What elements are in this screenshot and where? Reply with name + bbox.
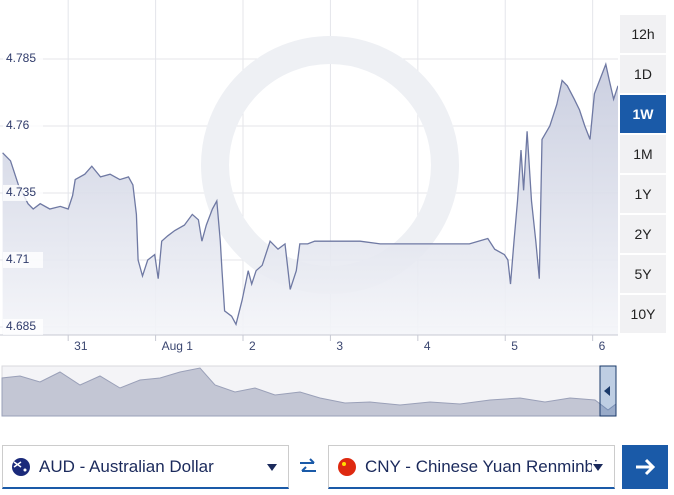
y-tick-label: 4.735 [6, 185, 36, 199]
y-tick-label-bg [3, 117, 43, 134]
rate-line [2, 62, 618, 327]
chart: 31 Aug 1 2 3 4 5 6 4.685 4.71 4.735 4.76 4.785 [0, 0, 618, 417]
y-tick-label: 4.71 [6, 252, 30, 266]
range-button[interactable]: 12h [620, 15, 666, 53]
dropdown-arrow [267, 463, 277, 471]
dropdown-arrow [592, 461, 604, 472]
range-button[interactable]: 2Y [620, 215, 666, 253]
swap-icon[interactable] [296, 455, 320, 479]
to-select[interactable]: CNY - Chinese Yuan Renminbi [328, 445, 615, 489]
x-tick-label: Aug 1 [162, 339, 194, 353]
range-button[interactable]: 5Y [620, 255, 666, 293]
range-button[interactable]: 1M [620, 135, 666, 173]
range-button[interactable]: 1Y [620, 175, 666, 213]
y-tick-label-bg [3, 251, 43, 268]
x-tick-label: 3 [336, 339, 343, 353]
x-tick-label: 5 [511, 339, 518, 353]
navigator-area [1, 367, 617, 417]
flag-cn [338, 457, 356, 476]
to-label: CNY - Chinese Yuan Renminbi [365, 456, 598, 476]
flag-au [12, 457, 30, 476]
range-button[interactable]: 1D [620, 55, 666, 93]
from-label: AUD - Australian Dollar [39, 456, 214, 476]
y-tick-label: 4.76 [6, 118, 30, 132]
handle-grip [604, 386, 610, 396]
y-tick-label-bg [3, 318, 43, 335]
arrow-icon [636, 458, 656, 476]
y-tick-label: 4.785 [6, 51, 36, 65]
from-select[interactable]: AUD - Australian Dollar [2, 445, 289, 489]
range-button[interactable]: 10Y [620, 295, 666, 333]
convert-button[interactable] [622, 445, 668, 489]
y-tick-label: 4.685 [6, 319, 36, 333]
x-tick-label: 6 [599, 339, 606, 353]
x-tick-label: 31 [74, 339, 88, 353]
x-tick-label: 4 [424, 339, 431, 353]
y-tick-label-bg [3, 184, 43, 201]
y-tick-label-bg [3, 50, 43, 67]
range-button[interactable]: 1W [620, 95, 666, 133]
x-tick-label: 2 [249, 339, 256, 353]
